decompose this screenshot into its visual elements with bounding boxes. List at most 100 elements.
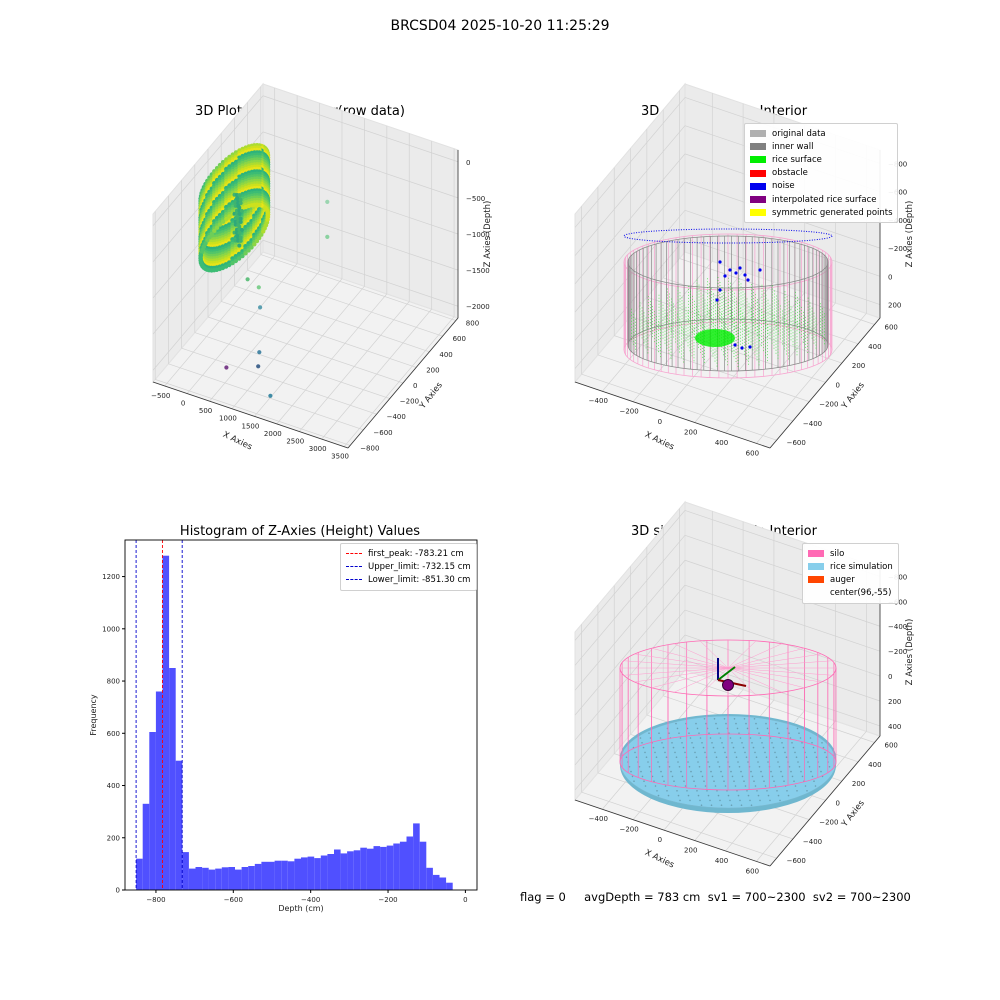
mesh-point: [689, 737, 692, 739]
legend-label: first_peak: -783.21 cm: [368, 548, 464, 559]
mesh-point: [714, 785, 717, 787]
noise-point: [758, 268, 762, 272]
mesh-point: [796, 727, 799, 730]
mesh-point: [654, 751, 656, 754]
y-grid: [614, 335, 810, 402]
mesh-point: [633, 780, 635, 782]
histogram-bar: [360, 847, 367, 890]
mesh-point: [711, 775, 714, 778]
auger-axis-y: [717, 666, 736, 681]
histogram-bar: [182, 852, 189, 890]
mesh-point: [793, 780, 795, 782]
y-tick-label: 200: [426, 366, 439, 374]
mesh-point: [659, 737, 662, 739]
cloud-point: [236, 204, 241, 208]
y-tick-label: −200: [819, 401, 838, 409]
legend-label: obstacle: [772, 168, 808, 179]
mesh-point: [656, 790, 658, 792]
mesh-point: [668, 766, 671, 768]
z-grid: [574, 609, 686, 741]
legend-entry: original data: [750, 127, 892, 140]
histogram-bar: [281, 860, 288, 890]
mesh-point: [824, 751, 826, 754]
y-axis-label: Y Axies: [839, 380, 867, 412]
z-grid: [262, 239, 459, 307]
cloud-point: [238, 201, 243, 206]
mesh-point: [765, 756, 768, 758]
mesh-point: [678, 732, 680, 734]
mesh-point: [755, 756, 758, 758]
mesh-point: [640, 770, 642, 773]
mesh-point: [801, 742, 803, 744]
y-tick-label: 0: [413, 382, 417, 390]
mesh-point: [783, 780, 785, 782]
mesh-point: [698, 766, 701, 768]
mesh-point: [775, 756, 778, 758]
z-tick-label: 0: [888, 673, 892, 681]
mesh-point: [634, 751, 636, 754]
x-grid: [756, 313, 867, 444]
z-grid: [574, 97, 686, 228]
mesh-point: [781, 742, 783, 744]
cloud-point: [237, 243, 242, 248]
plot2-legend: original data inner wall rice surface obsta…: [744, 123, 898, 224]
legend-entry: silo: [808, 547, 893, 560]
z-grid: [574, 584, 686, 716]
noise-point: [718, 288, 722, 292]
silo-top-spoke: [727, 653, 822, 669]
center-marker: [722, 679, 734, 691]
mesh-point: [719, 799, 721, 802]
silo-top-spoke: [727, 667, 805, 689]
x-tick-label: 0: [658, 836, 662, 844]
histogram-bar: [393, 843, 400, 890]
mesh-point: [676, 727, 679, 730]
x-tick-label: 400: [715, 439, 728, 447]
mesh-point: [688, 732, 690, 734]
mesh-point: [691, 775, 694, 778]
mesh-point: [675, 756, 678, 758]
silo-top-spoke: [727, 660, 833, 669]
cloud-point: [239, 209, 244, 213]
x-tick-label: 1000: [219, 415, 237, 423]
mesh-point: [696, 790, 698, 792]
histogram-bar: [142, 803, 150, 890]
mesh-point: [680, 770, 682, 773]
y-tick-label: 400: [107, 782, 120, 790]
z-grid: [152, 95, 264, 226]
mesh-point: [774, 751, 776, 754]
z-tick-label: −1500: [466, 267, 490, 275]
noise-point: [728, 268, 732, 272]
histogram-bar: [188, 868, 196, 890]
mesh-point: [698, 732, 700, 734]
z-grid: [262, 95, 459, 163]
mesh-point: [743, 780, 745, 782]
mesh-point: [758, 732, 760, 734]
legend-label: rice simulation: [830, 561, 893, 572]
cloud-point: [259, 232, 264, 237]
mesh-point: [710, 770, 712, 773]
x-tick-label: −200: [619, 408, 638, 416]
silo-top-spoke: [623, 667, 729, 676]
legend-entry: Lower_limit: -851.30 cm: [346, 573, 471, 586]
plot3-histogram: −800 −600 −400 −200 0 0 200 400 600 800 1000 1200 De…: [89, 539, 478, 913]
silo-top-spoke: [727, 667, 833, 676]
plot4-simulation: −400 −200 0 200 400 600 −600 −400 −200 0 200 400 600…: [574, 500, 915, 875]
mesh-point: [728, 732, 730, 734]
inner-wall-points: [627, 235, 829, 372]
y-grid: [155, 379, 351, 446]
z-grid: [262, 203, 459, 271]
x-tick-label: 400: [715, 857, 728, 865]
legend-entry: first_peak: -783.21 cm: [346, 547, 471, 560]
mesh-point: [641, 742, 643, 744]
y-tick-label: 800: [107, 678, 120, 686]
mesh-point: [724, 785, 727, 787]
mesh-point: [776, 727, 779, 730]
z-grid: [574, 181, 686, 313]
x-axis-line: [152, 381, 349, 449]
legend-label: rice surface: [772, 154, 822, 165]
legend-entry: center(96,-55): [808, 587, 893, 600]
legend-swatch: [808, 550, 824, 558]
z-tick-label: 200: [888, 302, 901, 310]
x-axis-label: X Axies: [221, 430, 254, 453]
mesh-point: [746, 727, 749, 730]
